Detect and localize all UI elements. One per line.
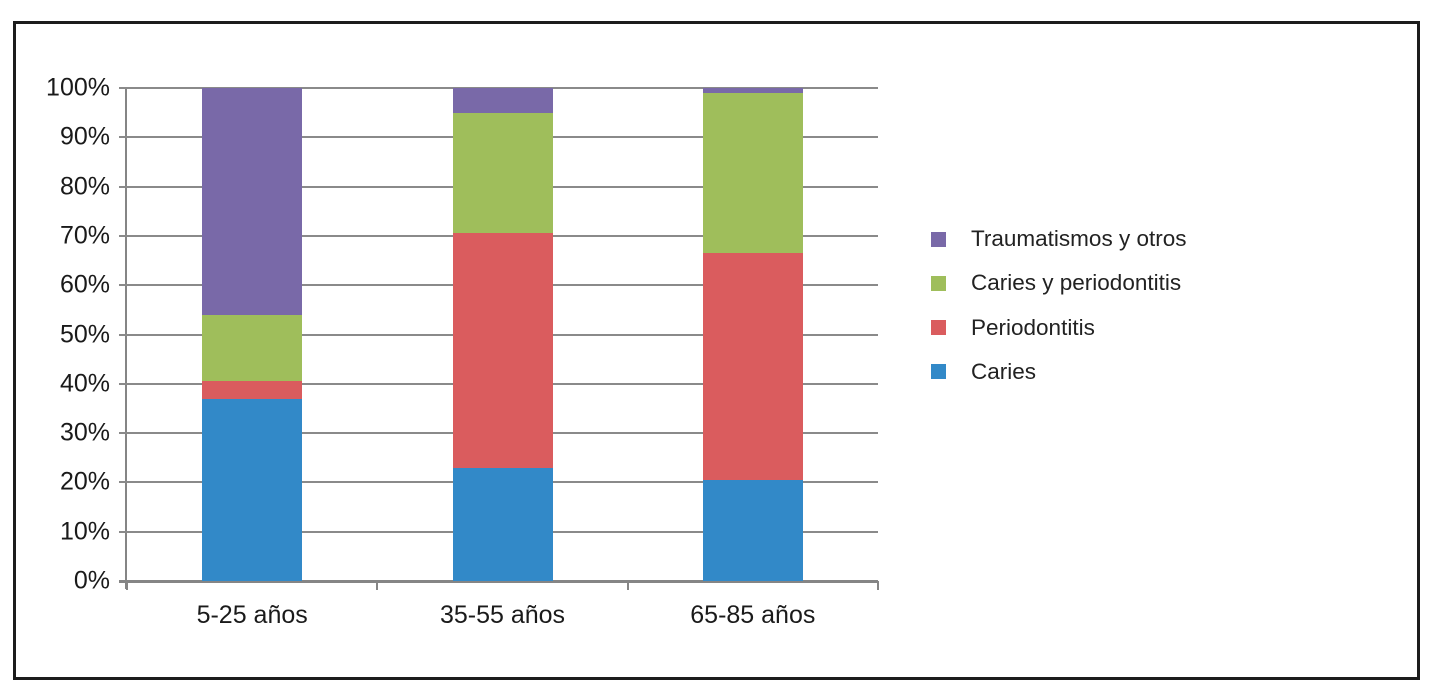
bar-segment-traumatismos-y-otros [202, 88, 303, 315]
y-axis-line [125, 88, 127, 589]
bar-segment-periodontitis [452, 233, 553, 468]
legend-item: Periodontitis [931, 315, 1095, 340]
category-label: 5-25 años [196, 601, 308, 629]
bar-segment-caries [702, 479, 803, 581]
y-axis-tick-label: 60% [59, 270, 110, 299]
bar-segment-traumatismos-y-otros [702, 88, 803, 93]
bar-segment-periodontitis [202, 381, 303, 399]
category-label: 65-85 años [690, 601, 816, 629]
plot-area: 0% 10% 20% 30% 40% 50% 60% 70% 80% 90% 100% 5-25 añ… [46, 74, 879, 629]
legend-label: Caries [971, 358, 1037, 384]
bar-stack [452, 88, 553, 581]
bar-stack [202, 88, 303, 581]
legend-swatch-icon [931, 231, 946, 247]
bar-segment-caries-y-periodontitis [702, 92, 803, 254]
x-axis-tick [626, 581, 629, 590]
gridline [119, 87, 878, 89]
y-axis-tick-label: 10% [59, 517, 110, 546]
legend-swatch-icon [931, 364, 946, 380]
legend-label: Traumatismos y otros [971, 226, 1187, 251]
category-label: 35-55 años [439, 601, 566, 629]
y-axis-tick-label: 20% [59, 467, 110, 496]
legend-label: Periodontitis [971, 314, 1095, 340]
x-axis-tick [877, 581, 879, 590]
y-axis-tick-label: 50% [59, 320, 110, 348]
bar-segment-caries-y-periodontitis [452, 112, 553, 234]
bar-segment-caries [452, 467, 553, 581]
bar-segment-traumatismos-y-otros [452, 88, 553, 113]
bar-segment-periodontitis [702, 253, 803, 480]
legend-label: Caries y periodontitis [971, 270, 1182, 296]
y-axis-tick-label: 70% [59, 221, 110, 250]
y-axis-tick-label: 0% [73, 566, 110, 595]
x-axis-tick [126, 581, 128, 590]
y-axis-tick-label: 80% [59, 172, 110, 201]
y-axis-tick-label: 100% [46, 73, 110, 102]
legend-swatch-icon [931, 320, 946, 336]
legend-item: Traumatismos y otros [931, 226, 1186, 251]
x-axis-tick [376, 581, 379, 590]
legend-item: Caries [931, 359, 1036, 384]
y-axis-tick-label: 40% [59, 369, 110, 398]
legend-swatch-icon [931, 275, 946, 291]
bar-segment-caries [202, 398, 303, 581]
y-axis-tick-label: 90% [59, 122, 110, 151]
bar-segment-caries-y-periodontitis [202, 314, 303, 382]
gridline [119, 580, 878, 583]
bar-stack [702, 88, 803, 581]
y-axis-tick-label: 30% [59, 418, 110, 447]
legend-item: Caries y periodontitis [931, 270, 1181, 295]
